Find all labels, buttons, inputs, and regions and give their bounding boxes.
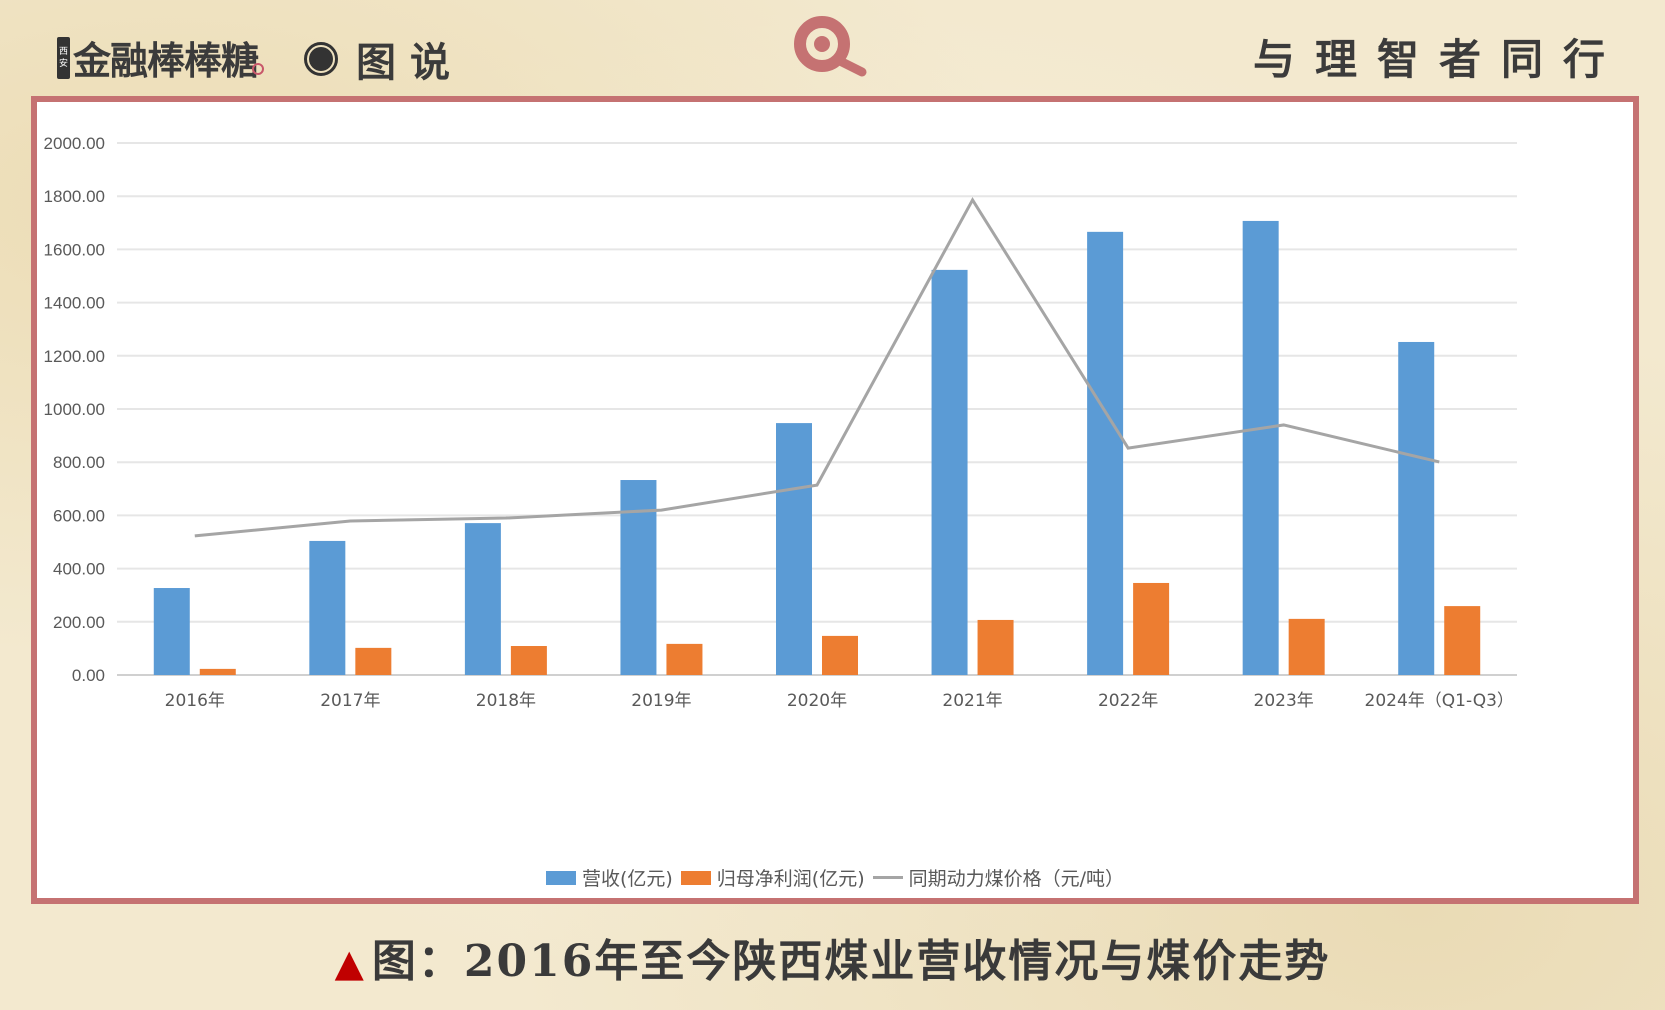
bar-revenue[interactable]: [1087, 231, 1124, 675]
bar-revenue[interactable]: [1242, 220, 1279, 676]
y-tick-label: 1200.00: [44, 347, 105, 366]
bar-profit[interactable]: [355, 647, 392, 675]
x-tick-label: 2016年: [165, 691, 225, 711]
chart-legend: 营收(亿元) 归母净利润(亿元) 同期动力煤价格（元/吨）: [37, 864, 1633, 891]
figure-caption: ▲ 图：2016年至今陕西煤业营收情况与煤价走势: [0, 925, 1665, 989]
bar-profit[interactable]: [1288, 618, 1325, 675]
bar-profit[interactable]: [1133, 582, 1170, 675]
bar-profit[interactable]: [1444, 606, 1481, 675]
bar-revenue[interactable]: [776, 423, 812, 675]
x-tick-label: 2023年: [1254, 691, 1314, 711]
caption-text: 图：2016年至今陕西煤业营收情况与煤价走势: [371, 936, 1331, 987]
legend-label-revenue: 营收(亿元): [581, 868, 673, 890]
legend-item-profit[interactable]: 归母净利润(亿元): [680, 864, 865, 891]
legend-item-coal-price[interactable]: 同期动力煤价格（元/吨）: [872, 864, 1125, 891]
y-tick-label: 1800.00: [44, 187, 105, 206]
bar-revenue[interactable]: [931, 269, 968, 675]
bar-profit[interactable]: [977, 619, 1014, 675]
legend-swatch-profit: [680, 870, 711, 885]
brand-tag: 西 安: [57, 36, 70, 79]
brand-logo: 西 安 金融棒棒糖: [57, 30, 265, 85]
legend-swatch-coal-price: [872, 876, 903, 879]
combo-chart: 0.00 200.00 400.00 600.00 800.00 1000.00 1200.…: [44, 134, 1517, 711]
x-tick-label: 2018年: [476, 691, 536, 711]
x-tick-label: 2020年: [787, 691, 847, 711]
y-tick-label: 1600.00: [44, 240, 105, 259]
record-circle-icon: [304, 42, 338, 76]
line-coal-price[interactable]: [194, 196, 1440, 538]
brand-tag-char: 安: [58, 58, 68, 69]
chart-frame: 0.00 200.00 400.00 600.00 800.00 1000.00 1200.…: [31, 96, 1639, 904]
bar-profit[interactable]: [822, 635, 858, 675]
x-tick-label: 2024年（Q1-Q3）: [1365, 691, 1514, 711]
y-tick-label: 1000.00: [44, 400, 105, 419]
y-tick-label: 0.00: [72, 666, 105, 685]
magnifier-icon: [794, 16, 867, 77]
legend-item-revenue[interactable]: 营收(亿元): [545, 864, 673, 891]
bar-profit[interactable]: [666, 643, 703, 675]
x-tick-label: 2022年: [1098, 691, 1158, 711]
y-tick-label: 2000.00: [44, 134, 105, 153]
section-label: 图说: [304, 30, 464, 88]
y-tick-label: 200.00: [53, 613, 105, 632]
brand-name: 金融棒棒糖: [73, 39, 259, 83]
x-tick-label: 2019年: [631, 691, 691, 711]
x-tick-label: 2021年: [942, 691, 1002, 711]
bar-revenue[interactable]: [153, 588, 190, 675]
legend-label-profit: 归母净利润(亿元): [716, 868, 865, 890]
y-tick-label: 400.00: [53, 560, 105, 579]
bar-profit[interactable]: [510, 646, 547, 675]
bar-revenue[interactable]: [309, 540, 346, 675]
triangle-marker-icon: ▲: [334, 940, 366, 985]
section-title: 图说: [356, 40, 464, 86]
legend-label-coal-price: 同期动力煤价格（元/吨）: [908, 868, 1125, 890]
brand-tag-char: 西: [58, 46, 68, 57]
bar-revenue[interactable]: [1398, 341, 1435, 675]
header: 西 安 金融棒棒糖 图说 与理智者同行: [0, 0, 1665, 96]
y-tick-label: 600.00: [53, 506, 105, 525]
bar-profit[interactable]: [199, 668, 236, 675]
legend-swatch-revenue: [545, 870, 576, 885]
lollipop-icon: [252, 62, 265, 75]
y-tick-label: 800.00: [53, 453, 105, 472]
slogan: 与理智者同行: [1252, 35, 1625, 84]
y-tick-label: 1400.00: [44, 294, 105, 313]
x-tick-label: 2017年: [320, 691, 380, 711]
bar-revenue[interactable]: [464, 523, 501, 675]
